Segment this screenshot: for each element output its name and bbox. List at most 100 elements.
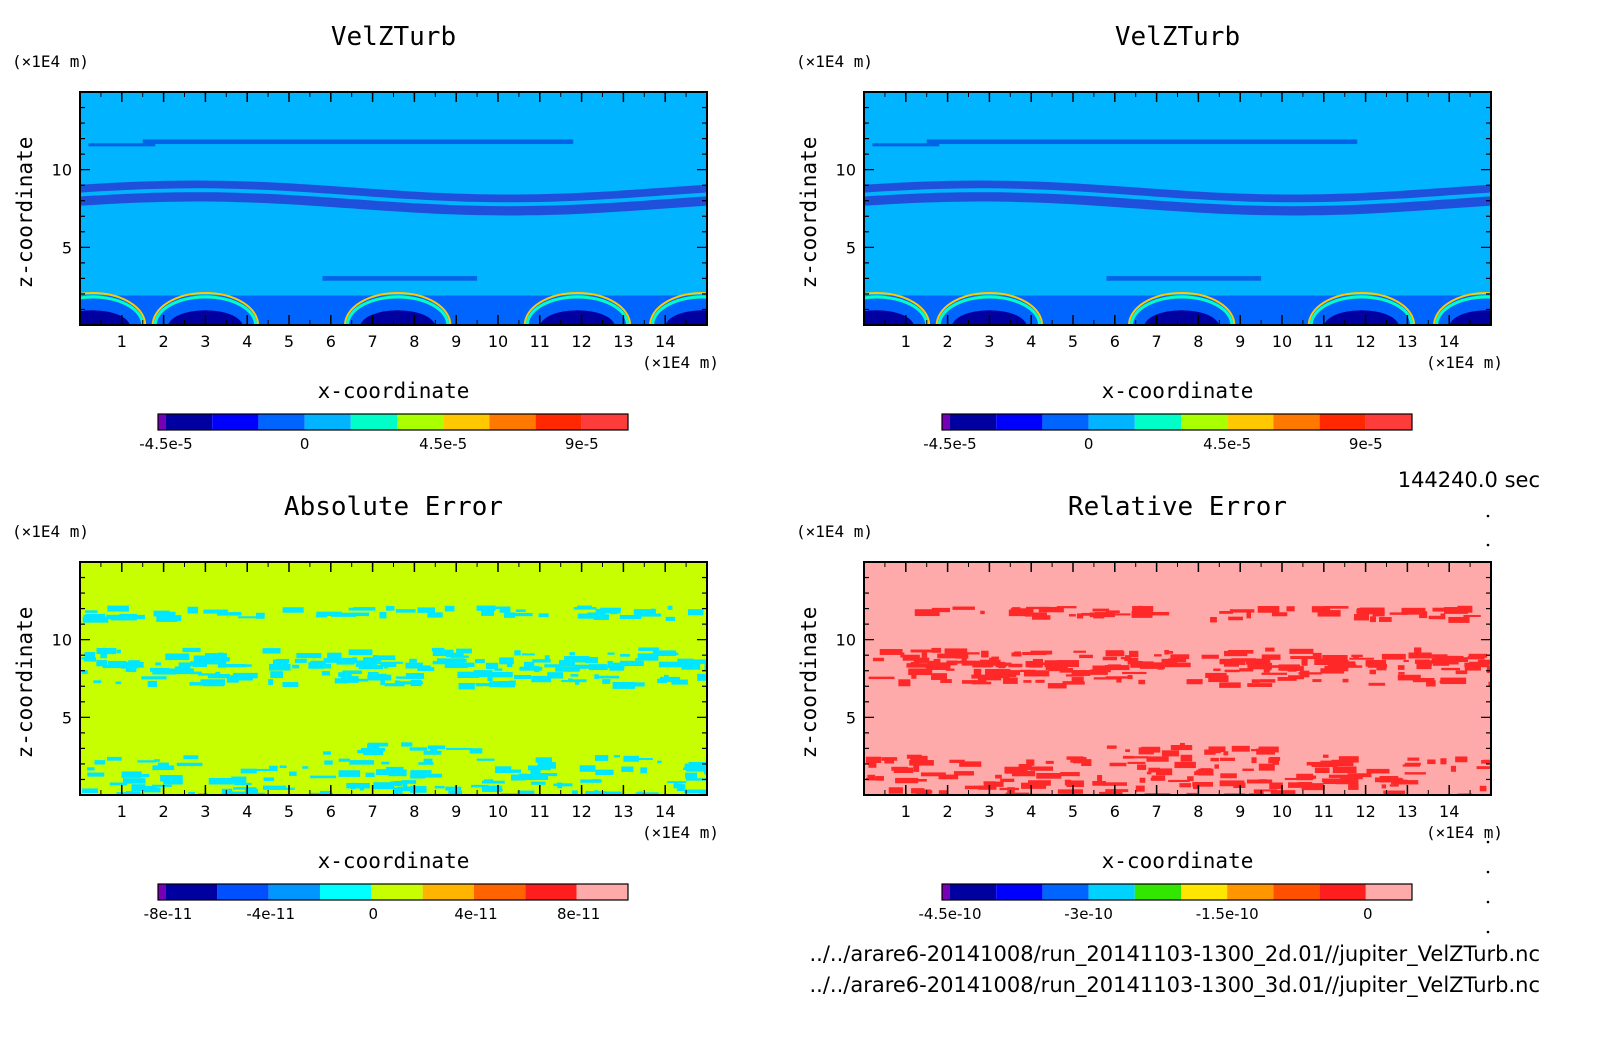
heatmap-speckle	[1365, 659, 1387, 667]
heatmap-speckle	[384, 683, 405, 687]
heatmap-speckle	[1379, 775, 1399, 783]
heatmap-speckle	[489, 796, 512, 800]
heatmap-speckle	[621, 766, 634, 772]
colorbar-segment	[1134, 414, 1181, 430]
heatmap-speckle	[594, 790, 599, 793]
x-tick-label: 12	[571, 802, 591, 821]
heatmap-speckle	[1038, 606, 1064, 613]
heatmap-speckle	[1401, 607, 1426, 614]
heatmap-speckle	[1432, 663, 1450, 666]
heatmap-speckle	[423, 750, 442, 755]
heatmap-speckle	[938, 790, 948, 795]
heatmap-speckle	[381, 761, 390, 765]
heatmap-speckle	[1301, 658, 1308, 666]
heatmap-speckle	[569, 652, 575, 656]
heatmap-speckle	[1165, 650, 1174, 654]
heatmap-speckle	[473, 670, 493, 676]
heatmap-speckle	[1147, 611, 1170, 616]
heatmap-speckle	[1368, 682, 1386, 686]
heatmap-speckle	[635, 614, 641, 619]
heatmap-speckle	[373, 655, 396, 661]
heatmap-speckle	[386, 766, 404, 770]
heatmap-speckle	[872, 657, 885, 662]
x-tick-label: 10	[1272, 802, 1292, 821]
y-tick-label: 10	[836, 631, 856, 650]
heatmap-speckle	[1066, 780, 1084, 788]
heatmap-speckle	[1261, 672, 1288, 675]
heatmap-speckle	[1008, 609, 1026, 617]
heatmap-speckle	[1353, 655, 1359, 659]
heatmap-speckle	[660, 676, 680, 683]
colorbar-segment	[397, 414, 444, 430]
heatmap-speckle	[1186, 679, 1203, 685]
x-tick-label: 7	[368, 332, 378, 351]
x-tick-label: 13	[1397, 332, 1417, 351]
heatmap-speckle	[1223, 751, 1229, 756]
heatmap-speckle	[867, 774, 876, 781]
colorbar-segment	[158, 884, 166, 900]
heatmap-speckle	[1229, 609, 1255, 613]
heatmap-speckle	[1412, 677, 1435, 683]
x-tick-label: 2	[943, 332, 953, 351]
heatmap-speckle	[1005, 792, 1030, 795]
colorbar-segment	[942, 414, 950, 430]
heatmap-speckle	[1366, 768, 1390, 774]
heatmap-speckle	[1090, 669, 1108, 675]
heatmap-speckle	[1277, 677, 1297, 681]
heatmap-speckle	[979, 659, 1001, 665]
x-tick-label: 11	[1314, 802, 1334, 821]
heatmap-arc	[523, 292, 632, 325]
heatmap-speckle	[1326, 666, 1349, 672]
heatmap-speckle	[1219, 757, 1236, 761]
heatmap-speckle	[427, 745, 446, 750]
heatmap-speckle	[1455, 670, 1468, 675]
heatmap-speckle	[1427, 759, 1436, 765]
heatmap-speckle	[961, 660, 988, 666]
heatmap-speckle	[667, 781, 687, 784]
heatmap-speckle	[1379, 617, 1392, 622]
colorbar-label: 9e-5	[1349, 435, 1383, 453]
heatmap-speckle	[229, 791, 241, 795]
x-tick-label: 5	[1068, 332, 1078, 351]
heatmap-speckle	[638, 647, 660, 651]
heatmap-speckle	[153, 610, 170, 617]
heatmap-speckle	[1381, 653, 1406, 660]
heatmap-speckle	[388, 769, 407, 777]
heatmap-speckle	[314, 663, 332, 669]
colorbar-segment	[525, 884, 577, 900]
heatmap-speckle	[323, 751, 332, 755]
heatmap-speckle	[964, 652, 980, 655]
colorbar-label: 9e-5	[565, 435, 599, 453]
heatmap-arc-core	[80, 310, 130, 325]
heatmap-speckle	[125, 665, 137, 673]
heatmap-speckle	[933, 658, 941, 663]
heatmap-speckle	[1116, 677, 1122, 683]
heatmap-speckle	[1228, 616, 1243, 621]
heatmap-speckle	[107, 756, 122, 761]
heatmap-speckle	[704, 663, 707, 671]
heatmap-speckle	[1259, 679, 1276, 683]
heatmap-speckle	[1432, 607, 1448, 612]
heatmap-speckle	[84, 610, 98, 613]
heatmap-speckle	[448, 659, 467, 662]
colorbar-label: -4.5e-5	[139, 435, 192, 453]
heatmap-speckle	[498, 769, 521, 773]
heatmap-speckle	[1426, 680, 1436, 687]
heatmap-speckle	[1023, 670, 1050, 677]
heatmap-speckle	[1141, 746, 1161, 753]
heatmap-speckle	[1311, 762, 1338, 767]
heatmap-speckle	[255, 612, 265, 619]
margin-dot	[1486, 840, 1490, 844]
heatmap-speckle	[446, 747, 472, 750]
heatmap-speckle	[1047, 683, 1067, 689]
colorbar-segment	[950, 884, 997, 900]
x-tick-label: 8	[409, 332, 419, 351]
heatmap-speckle	[115, 681, 122, 685]
heatmap-speckle	[1402, 764, 1421, 767]
heatmap-speckle	[458, 682, 475, 690]
heatmap-speckle	[1414, 647, 1422, 654]
heatmap-speckle	[96, 660, 108, 667]
heatmap-speckle	[1174, 761, 1196, 769]
heatmap-arc	[153, 295, 258, 325]
heatmap-speckle	[1339, 777, 1363, 780]
